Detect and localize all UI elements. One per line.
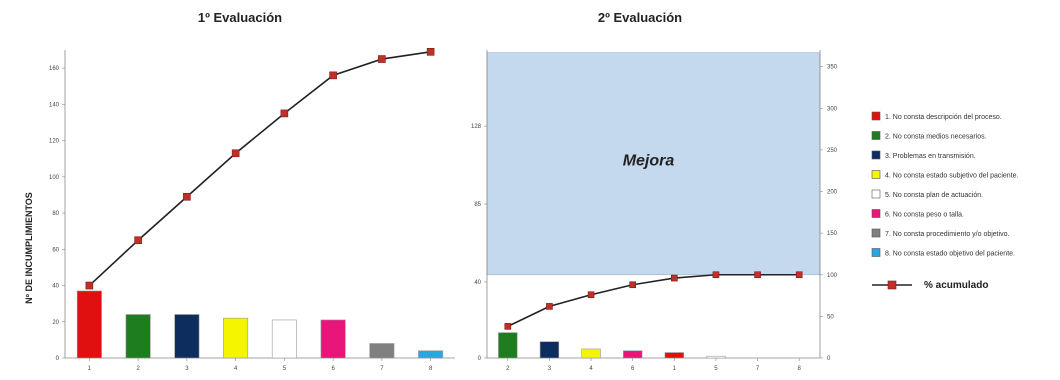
legend-entry-label: 5. No consta plan de actuación. <box>885 192 983 199</box>
chart2-bar <box>664 352 684 359</box>
chart1-xtick-label: 8 <box>429 366 433 372</box>
chart1-ytick-label: 0 <box>56 356 60 362</box>
chart1-bar <box>320 319 346 359</box>
chart2-bar <box>498 332 518 359</box>
chart2: 0 40 85 128 0 50 100 150 200 250 300 350 2 3 4 6 1 5 7 8 <box>471 50 838 372</box>
chart1-bar <box>125 314 151 359</box>
chart1-ytick-label: 160 <box>49 66 60 72</box>
chart2-y2tick-label: 300 <box>827 106 838 112</box>
chart1: 0 20 40 60 80 100 120 140 160 1 2 3 4 5 6 7 8 <box>49 48 455 372</box>
chart2-cumulative-point <box>712 271 720 279</box>
chart1-ytick-label: 120 <box>49 139 60 145</box>
chart2-title: 2º Evaluación <box>598 10 682 25</box>
chart1-cumulative-point <box>378 55 386 63</box>
chart1-xtick-label: 4 <box>234 366 238 372</box>
chart2-xtick-label: 1 <box>673 366 677 372</box>
chart2-ytick-label: 40 <box>474 280 481 286</box>
legend-entry-label: 7. No consta procedimiento y/o objetivo. <box>885 231 1010 238</box>
chart2-bar <box>623 350 643 359</box>
chart1-cumulative-point <box>183 192 191 201</box>
chart1-xtick-label: 7 <box>380 366 384 372</box>
legend-line-label: % acumulado <box>924 280 988 291</box>
chart1-cumulative-point <box>280 109 289 118</box>
chart1-title: 1º Evaluación <box>198 10 282 25</box>
legend-entry-label: 4. No consta estado subjetivo del pacien… <box>885 173 1019 180</box>
legend-entry-label: 3. Problemas en transmisión. <box>885 153 976 160</box>
chart2-ytick-label: 128 <box>471 124 482 130</box>
chart1-bar <box>174 314 200 359</box>
legend-entry-label: 1. No consta descripción del proceso. <box>885 114 1002 121</box>
chart2-y2tick-label: 50 <box>827 314 834 320</box>
mejora-label: Mejora <box>623 153 675 170</box>
chart2-cumulative-point <box>629 281 636 289</box>
chart1-ytick-label: 20 <box>52 320 59 326</box>
legend-swatch <box>871 111 881 121</box>
legend: 1. No consta descripción del proceso. 2. … <box>871 111 1019 291</box>
legend-swatch <box>871 228 881 238</box>
chart1-ytick-label: 40 <box>52 284 59 290</box>
chart1-xtick-label: 2 <box>136 366 140 372</box>
chart2-y2tick-label: 100 <box>827 273 838 279</box>
legend-entry-label: 8. No consta estado objetivo del pacient… <box>885 251 1015 258</box>
mejora-region: Mejora <box>486 52 821 276</box>
legend-swatch <box>871 209 881 218</box>
chart1-bar <box>271 319 297 359</box>
chart2-ytick-label: 85 <box>474 202 481 208</box>
chart2-cumulative-point <box>795 271 803 279</box>
legend-entry-label: 2. No consta medios necesarios. <box>885 134 987 141</box>
chart2-cumulative-point <box>671 274 678 282</box>
chart2-cumulative-point <box>546 303 553 310</box>
chart2-y2tick-label: 0 <box>827 356 831 362</box>
chart2-xtick-label: 5 <box>714 366 718 372</box>
chart1-ytick-label: 60 <box>52 247 59 253</box>
y-axis-label: Nº DE INCUMPLIMIENTOS <box>24 192 34 304</box>
chart1-cumulative-point <box>85 281 94 290</box>
chart2-cumulative-point <box>754 271 761 279</box>
chart2-y2tick-label: 150 <box>827 231 838 237</box>
chart2-cumulative-point <box>504 323 512 330</box>
chart2-bar <box>706 355 726 359</box>
chart1-xtick-label: 6 <box>331 366 335 372</box>
chart2-bar <box>539 341 560 359</box>
chart1-bar <box>418 350 444 359</box>
chart1-cumulative-point <box>329 71 337 80</box>
chart1-bar <box>369 343 395 359</box>
chart1-xtick-label: 3 <box>185 366 189 372</box>
chart1-cumulative-point <box>231 149 240 158</box>
legend-swatch <box>871 189 881 199</box>
chart1-ytick-label: 100 <box>49 175 60 181</box>
chart1-cumulative-line <box>88 51 431 287</box>
legend-swatch <box>871 248 881 257</box>
chart2-y2tick-label: 350 <box>827 65 838 71</box>
legend-swatch <box>871 131 881 140</box>
chart1-xtick-label: 5 <box>283 366 287 372</box>
chart2-xtick-label: 7 <box>756 366 760 372</box>
chart2-y2tick-label: 200 <box>827 190 838 196</box>
chart2-ytick-label: 0 <box>478 356 482 362</box>
legend-line-marker <box>887 280 897 290</box>
chart1-cumulative-point <box>426 48 435 56</box>
chart1-bar <box>76 290 102 359</box>
legend-entry-label: 6. No consta peso o talla. <box>885 212 964 219</box>
chart2-y2tick-label: 250 <box>827 148 838 154</box>
chart2-bar <box>581 348 601 359</box>
chart2-cumulative-point <box>587 291 595 299</box>
chart1-cumulative-point <box>134 236 142 245</box>
chart1-ytick-label: 140 <box>49 102 60 108</box>
chart2-xtick-label: 3 <box>548 366 552 372</box>
chart1-ytick-label: 80 <box>52 211 59 217</box>
chart2-cumulative-line <box>507 273 800 328</box>
legend-swatch <box>871 150 881 160</box>
chart1-bar <box>223 317 249 359</box>
chart2-xtick-label: 4 <box>589 366 593 372</box>
chart2-xtick-label: 2 <box>506 366 510 372</box>
mejora-box <box>486 52 821 276</box>
chart2-xtick-label: 8 <box>798 366 802 372</box>
chart2-xtick-label: 6 <box>631 366 635 372</box>
chart1-xtick-label: 1 <box>88 366 92 372</box>
legend-swatch <box>871 170 881 179</box>
